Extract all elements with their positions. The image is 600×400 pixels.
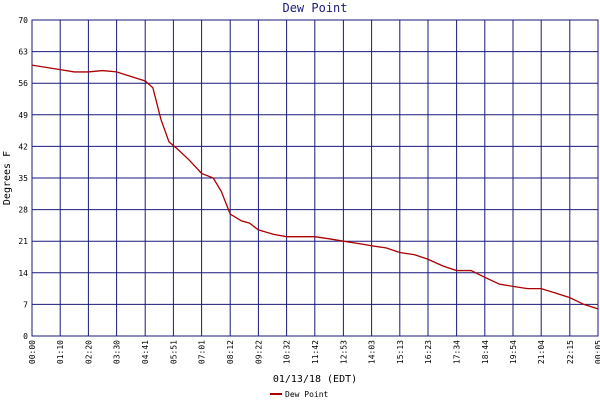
x-tick-label: 22:15 <box>566 340 575 364</box>
y-tick-label: 14 <box>18 269 28 278</box>
x-tick-label: 10:32 <box>283 340 292 364</box>
y-tick-label: 28 <box>18 206 28 215</box>
chart-title: Dew Point <box>282 1 347 15</box>
x-tick-label: 00:05 <box>594 340 600 364</box>
y-tick-label: 0 <box>23 332 28 341</box>
x-tick-label: 02:20 <box>84 340 93 364</box>
x-tick-label: 17:34 <box>453 340 462 364</box>
y-tick-label: 42 <box>18 142 28 151</box>
y-axis-label: Degrees F <box>2 151 13 205</box>
y-tick-label: 21 <box>18 237 28 246</box>
x-tick-label: 18:44 <box>481 340 490 364</box>
x-tick-label: 12:53 <box>339 340 348 364</box>
x-tick-label: 04:41 <box>141 340 150 364</box>
x-tick-label: 07:01 <box>198 340 207 364</box>
x-tick-label: 11:42 <box>311 340 320 364</box>
x-tick-label: 01:10 <box>56 340 65 364</box>
x-tick-label: 09:22 <box>254 340 263 364</box>
x-tick-label: 14:03 <box>368 340 377 364</box>
y-tick-label: 49 <box>18 111 28 120</box>
x-tick-label: 03:30 <box>113 340 122 364</box>
y-tick-label: 63 <box>18 48 28 57</box>
x-tick-label: 21:04 <box>537 340 546 364</box>
x-tick-label: 08:12 <box>226 340 235 364</box>
x-tick-label: 05:51 <box>169 340 178 364</box>
legend-label: Dew Point <box>285 390 329 399</box>
x-tick-label: 16:23 <box>424 340 433 364</box>
y-tick-label: 70 <box>18 16 28 25</box>
x-tick-label: 15:13 <box>396 340 405 364</box>
x-axis-label: 01/13/18 (EDT) <box>273 374 357 385</box>
line-series <box>31 64 599 310</box>
y-tick-label: 56 <box>18 79 28 88</box>
y-tick-label: 7 <box>23 300 28 309</box>
x-tick-label: 19:54 <box>509 340 518 364</box>
y-tick-label: 35 <box>18 174 28 183</box>
x-tick-label: 00:00 <box>28 340 37 364</box>
